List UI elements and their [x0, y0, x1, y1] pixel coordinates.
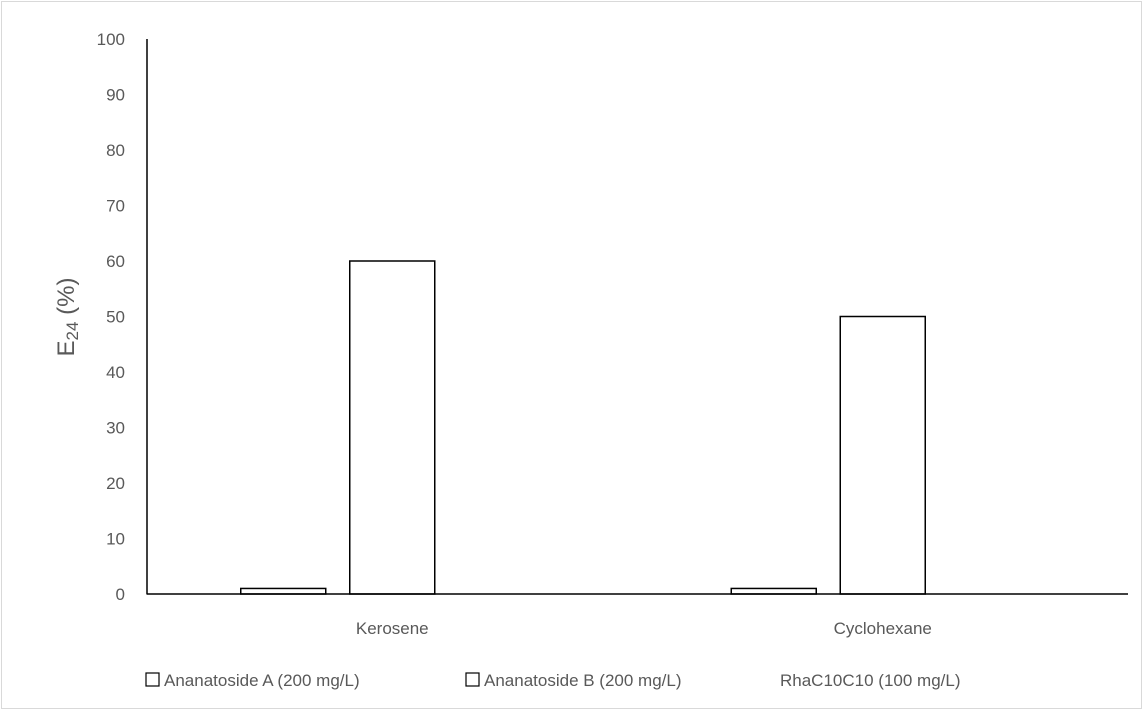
category-label: Cyclohexane	[834, 619, 932, 638]
y-tick-label: 10	[106, 530, 125, 549]
y-tick-label: 40	[106, 363, 125, 382]
bar	[839, 315, 926, 595]
y-tick-label: 20	[106, 474, 125, 493]
bars	[240, 260, 926, 595]
y-tick-label: 30	[106, 419, 125, 438]
bar	[240, 587, 327, 595]
y-tick-label: 100	[97, 30, 125, 49]
y-tick-label: 90	[106, 86, 125, 105]
category-label: Kerosene	[356, 619, 429, 638]
y-tick-label: 50	[106, 308, 125, 327]
axes	[146, 39, 1128, 595]
bar	[730, 587, 817, 595]
category-labels: Kerosene Cyclohexane	[356, 619, 932, 638]
legend-swatch	[465, 672, 480, 687]
bar	[349, 260, 436, 595]
y-tick-label: 70	[106, 197, 125, 216]
legend-item: Ananatoside A (200 mg/L)	[145, 671, 360, 690]
y-tick-labels: 0 10 20 30 40 50 60 70 80 90 100	[97, 30, 125, 604]
y-axis-title: E24 (%)	[53, 278, 82, 357]
legend-label: Ananatoside A (200 mg/L)	[164, 671, 360, 690]
legend-swatch	[145, 672, 160, 687]
y-tick-label: 80	[106, 141, 125, 160]
legend-item: RhaC10C10 (100 mg/L)	[780, 671, 960, 690]
y-tick-label: 0	[116, 585, 125, 604]
legend-label: RhaC10C10 (100 mg/L)	[780, 671, 960, 690]
legend-label: Ananatoside B (200 mg/L)	[484, 671, 682, 690]
y-axis-title: E24 (%)	[53, 278, 82, 357]
y-tick-label: 60	[106, 252, 125, 271]
legend-item: Ananatoside B (200 mg/L)	[465, 671, 682, 690]
legend: Ananatoside A (200 mg/L) Ananatoside B (2…	[145, 671, 960, 690]
